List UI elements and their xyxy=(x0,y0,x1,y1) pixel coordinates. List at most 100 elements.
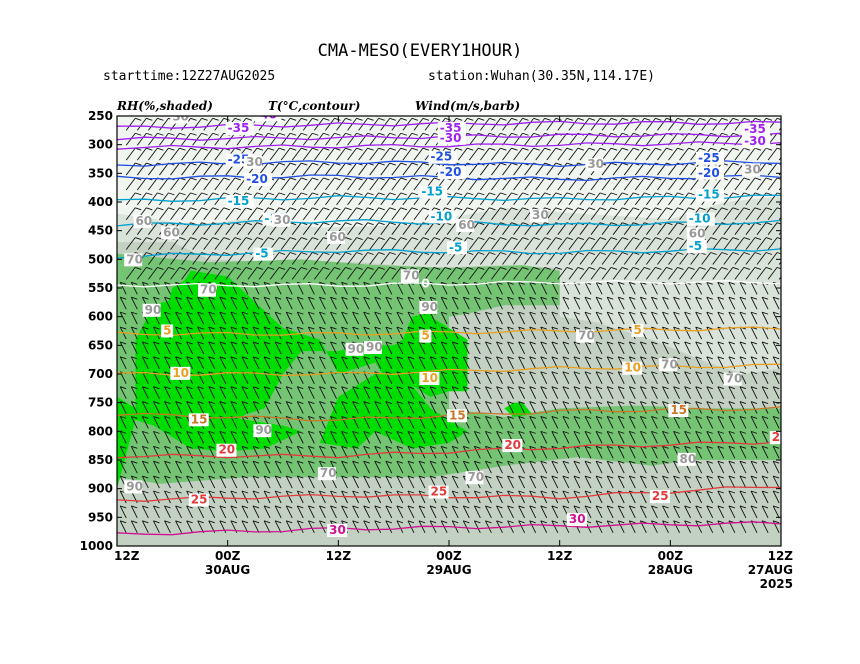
wind-barb-shaft xyxy=(396,460,404,474)
wind-barb-flag xyxy=(761,505,769,509)
temp-label-bg xyxy=(447,409,467,423)
wind-barb-flag xyxy=(363,281,370,285)
wind-barb-shaft xyxy=(435,252,446,265)
wind-barb-shaft xyxy=(252,297,260,310)
rh-label: 70 xyxy=(661,357,678,371)
wind-barb-shaft xyxy=(524,162,534,176)
wind-barb-flag xyxy=(489,147,496,151)
wind-barb-shaft xyxy=(208,505,216,519)
wind-barb-flag xyxy=(529,430,536,434)
wind-barb-shaft xyxy=(462,401,470,414)
wind-barb-flag xyxy=(378,192,385,196)
wind-barb-flag xyxy=(175,416,182,419)
wind-barb-flag xyxy=(566,192,573,196)
legend-rh: RH(%,shaded) xyxy=(116,99,213,113)
wind-barb-shaft xyxy=(756,207,767,221)
wind-barb-shaft xyxy=(186,475,194,489)
wind-barb-flag xyxy=(773,460,780,464)
temp-label: -25 xyxy=(228,153,250,167)
wind-barb-flag xyxy=(761,445,769,449)
wind-barb-flag xyxy=(197,430,204,434)
wind-barb-shaft xyxy=(136,177,147,191)
temp-label: -40 xyxy=(255,107,277,121)
temp-label-bg xyxy=(686,240,707,254)
wind-barb-shaft xyxy=(130,431,138,444)
wind-barb-shaft xyxy=(252,371,260,384)
wind-barb-flag xyxy=(367,132,374,136)
rh-label-bg xyxy=(456,218,475,232)
wind-barb-flag xyxy=(573,460,581,464)
wind-barb-flag xyxy=(662,445,669,449)
temp-label: 20 xyxy=(218,443,235,457)
wind-barb-shaft xyxy=(363,446,371,459)
time-tick-label: 00Z xyxy=(215,549,241,563)
temp-label: 20 xyxy=(772,430,789,444)
wind-barb-flag xyxy=(562,296,570,300)
wind-barb-flag xyxy=(607,296,614,300)
wind-barb-shaft xyxy=(269,252,280,265)
wind-barb-flag xyxy=(334,177,341,181)
wind-barb-flag xyxy=(511,192,518,196)
wind-barb-shaft xyxy=(208,401,216,414)
wind-barb-shaft xyxy=(280,162,291,176)
wind-barb-shaft xyxy=(440,297,448,310)
wind-barb-flag xyxy=(511,132,518,136)
wind-barb-shaft xyxy=(551,431,559,444)
wind-barb-flag xyxy=(765,177,773,181)
time-tick-date: 28AUG xyxy=(648,563,693,577)
wind-barb-flag xyxy=(629,430,636,434)
wind-barb-flag xyxy=(290,222,297,226)
wind-barb-shaft xyxy=(518,401,526,414)
wind-barb-flag xyxy=(278,207,286,211)
wind-barb-shaft xyxy=(573,431,581,444)
wind-barb-shaft xyxy=(601,177,612,191)
wind-barb-flag xyxy=(330,401,337,404)
wind-barb-flag xyxy=(341,296,348,300)
wind-barb-flag xyxy=(334,222,341,226)
wind-barb-shaft xyxy=(440,431,448,444)
wind-barb-flag xyxy=(186,505,193,509)
wind-barb-flag xyxy=(622,237,629,241)
wind-barb-shaft xyxy=(734,177,745,191)
wind-barb-shaft xyxy=(164,386,171,399)
wind-barb-flag xyxy=(389,207,396,211)
temp-label: -5 xyxy=(449,240,462,254)
wind-barb-shaft xyxy=(496,326,503,340)
wind-barb-shaft xyxy=(473,460,481,474)
wind-barb-flag xyxy=(241,401,249,404)
wind-barb-flag xyxy=(618,281,625,285)
wind-barb-shaft xyxy=(186,341,194,355)
wind-barb-shaft xyxy=(446,267,457,280)
wind-barb-shaft xyxy=(518,520,526,534)
wind-barb-flag xyxy=(411,237,419,241)
wind-barb-flag xyxy=(655,192,662,196)
wind-barb-flag xyxy=(463,356,470,360)
wind-barb-shaft xyxy=(496,431,503,444)
wind-barb-flag xyxy=(378,132,385,136)
wind-barb-flag xyxy=(308,460,315,464)
wind-barb-shaft xyxy=(263,311,271,325)
wind-barb-shaft xyxy=(418,386,426,399)
wind-barb-shaft xyxy=(407,311,415,325)
wind-barb-flag xyxy=(529,386,536,390)
wind-barb-flag xyxy=(485,401,492,404)
wind-barb-flag xyxy=(267,147,275,151)
wind-barb-shaft xyxy=(551,282,559,295)
wind-barb-shaft xyxy=(657,207,667,221)
wind-barb-shaft xyxy=(551,386,559,399)
temp-label: -15 xyxy=(228,194,250,208)
wind-barb-shaft xyxy=(750,386,758,399)
wind-barb-flag xyxy=(241,356,249,360)
wind-barb-shaft xyxy=(170,132,180,146)
wind-barb-flag xyxy=(197,475,204,479)
wind-barb-shaft xyxy=(396,431,404,444)
wind-barb-shaft xyxy=(518,326,526,340)
wind-barb-shaft xyxy=(473,371,481,384)
wind-barb-shaft xyxy=(175,401,182,414)
wind-barb-flag xyxy=(765,222,773,226)
wind-barb-shaft xyxy=(485,297,492,310)
wind-barb-shaft xyxy=(479,222,490,235)
wind-barb-shaft xyxy=(546,237,557,250)
rh-label-bg xyxy=(686,227,705,241)
wind-barb-shaft xyxy=(540,326,548,340)
